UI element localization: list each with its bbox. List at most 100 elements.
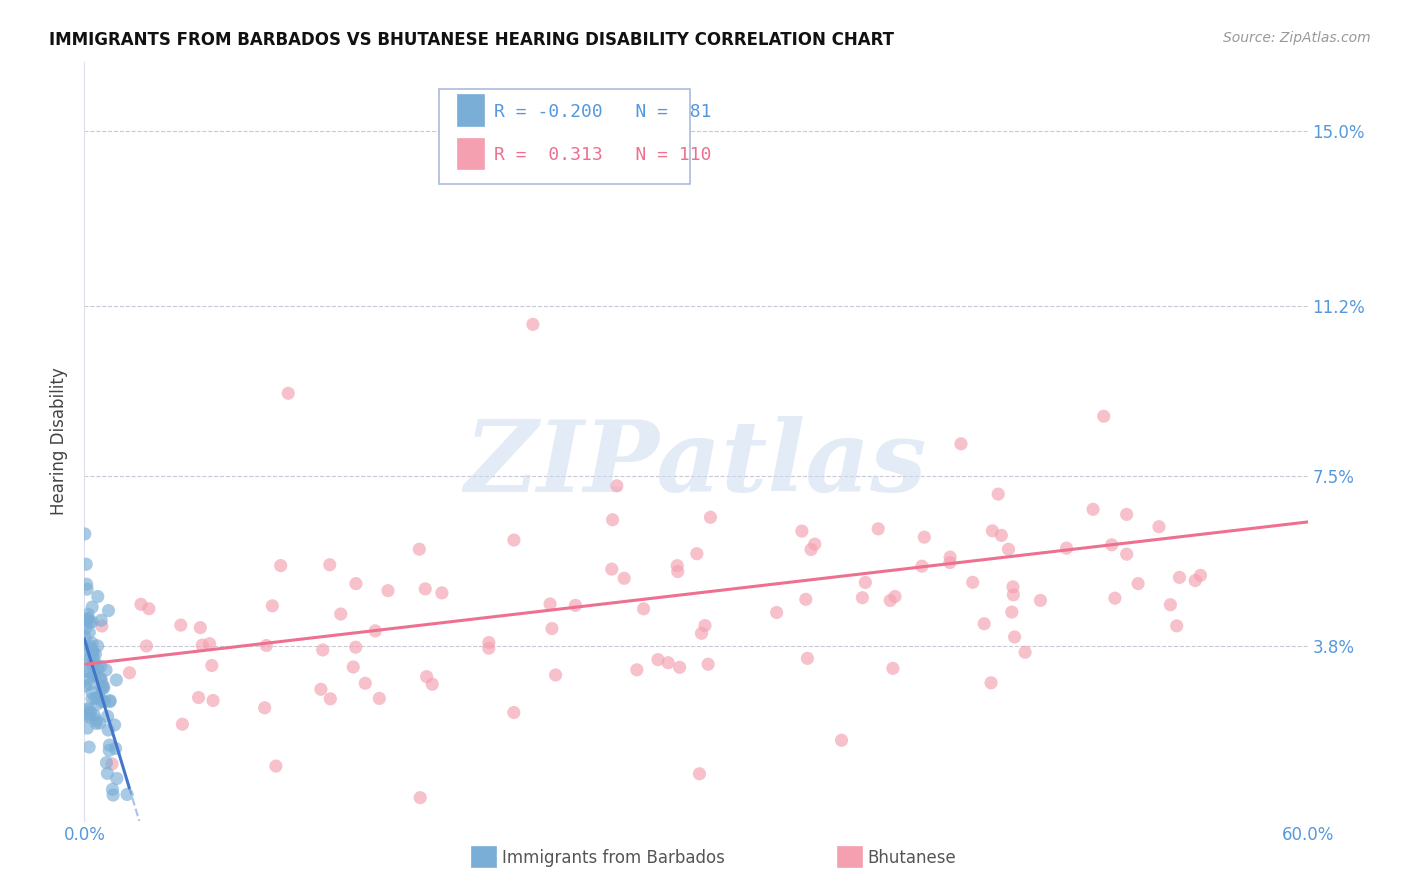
Point xyxy=(657,656,679,670)
Point xyxy=(264,759,287,773)
Point xyxy=(973,616,995,631)
Bar xyxy=(457,137,484,169)
Point xyxy=(129,597,152,611)
Point xyxy=(76,582,98,596)
Point xyxy=(170,618,193,632)
Point xyxy=(409,790,432,805)
Point xyxy=(84,691,107,706)
Point xyxy=(1147,519,1170,533)
Point xyxy=(82,600,104,615)
Point xyxy=(981,524,1004,538)
Point xyxy=(319,558,342,572)
Point xyxy=(138,601,160,615)
Point xyxy=(105,772,128,786)
Point xyxy=(1014,645,1036,659)
Point xyxy=(344,576,367,591)
Point xyxy=(1104,591,1126,606)
Bar xyxy=(457,94,484,126)
Point xyxy=(647,653,669,667)
Point xyxy=(115,788,138,802)
Point xyxy=(101,788,124,802)
Point xyxy=(83,669,105,683)
Text: R =  0.313   N = 110: R = 0.313 N = 110 xyxy=(494,146,711,164)
Point xyxy=(879,593,901,607)
Point xyxy=(686,547,709,561)
Point xyxy=(77,740,100,755)
Point xyxy=(309,682,332,697)
Point xyxy=(1126,576,1149,591)
Point xyxy=(950,437,973,451)
Point xyxy=(693,618,716,632)
Point xyxy=(76,577,98,591)
Point xyxy=(98,693,121,707)
Point xyxy=(76,721,98,735)
Point xyxy=(75,679,97,693)
Point xyxy=(82,644,104,658)
Point xyxy=(83,708,105,723)
Point xyxy=(1004,630,1026,644)
Point xyxy=(853,575,876,590)
Point xyxy=(101,782,124,797)
Point xyxy=(96,766,118,780)
Point xyxy=(939,556,962,570)
Point xyxy=(796,651,818,665)
Point xyxy=(202,693,225,707)
Point xyxy=(1029,593,1052,607)
Point xyxy=(77,625,100,640)
Point xyxy=(89,672,111,686)
Point xyxy=(478,641,501,656)
Point xyxy=(75,708,97,723)
Point xyxy=(1115,508,1137,522)
Y-axis label: Hearing Disability: Hearing Disability xyxy=(51,368,69,516)
Point xyxy=(79,639,101,653)
Point xyxy=(1056,541,1078,556)
Point xyxy=(86,714,108,728)
Point xyxy=(89,716,111,731)
Point xyxy=(77,665,100,679)
Point xyxy=(277,386,299,401)
Point xyxy=(90,681,112,695)
Point xyxy=(1001,580,1024,594)
Point xyxy=(997,542,1019,557)
Point xyxy=(73,527,96,541)
Point xyxy=(105,673,128,687)
Point xyxy=(939,550,962,565)
Point xyxy=(364,624,387,638)
Point xyxy=(544,668,567,682)
Point xyxy=(89,690,111,704)
Point xyxy=(198,637,221,651)
Point xyxy=(699,510,721,524)
Point xyxy=(344,640,367,655)
Point xyxy=(91,681,114,696)
Point xyxy=(633,602,655,616)
Point xyxy=(502,706,524,720)
Point xyxy=(82,644,104,658)
Point xyxy=(80,636,103,650)
Point xyxy=(668,660,690,674)
Point xyxy=(1168,570,1191,584)
Point xyxy=(135,639,157,653)
Point xyxy=(851,591,873,605)
Point xyxy=(270,558,292,573)
Point xyxy=(75,613,97,627)
Point xyxy=(188,621,211,635)
Point xyxy=(77,673,100,687)
Point xyxy=(79,615,101,630)
Point xyxy=(794,592,817,607)
Point xyxy=(91,675,114,690)
Point xyxy=(790,524,813,538)
Point xyxy=(87,590,110,604)
Point xyxy=(98,738,121,752)
Point xyxy=(98,695,121,709)
Point xyxy=(79,710,101,724)
Point xyxy=(80,691,103,706)
Point xyxy=(94,663,117,677)
Point xyxy=(1189,568,1212,582)
Point xyxy=(79,653,101,667)
Point xyxy=(430,586,453,600)
Text: IMMIGRANTS FROM BARBADOS VS BHUTANESE HEARING DISABILITY CORRELATION CHART: IMMIGRANTS FROM BARBADOS VS BHUTANESE HE… xyxy=(49,31,894,49)
Point xyxy=(90,613,112,627)
Point xyxy=(91,679,114,693)
Point xyxy=(666,565,689,579)
Point xyxy=(538,597,561,611)
